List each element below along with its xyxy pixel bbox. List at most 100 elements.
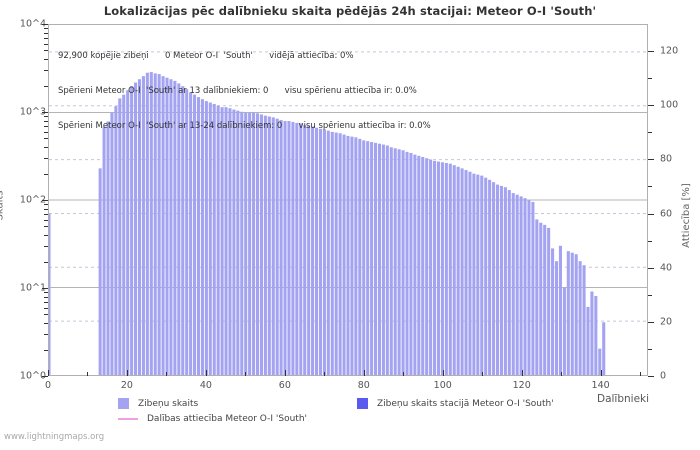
y-axis-minor-tick xyxy=(44,158,48,159)
legend: Zibeņu skaits Zibeņu skaits stacijā Mete… xyxy=(0,396,700,436)
y-axis-minor-tick xyxy=(44,334,48,335)
legend-item-ratio[interactable]: Dalības attiecība Meteor O-I 'South' xyxy=(118,414,307,424)
y-axis-minor-tick xyxy=(44,246,48,247)
y-axis-tick-mark xyxy=(42,112,48,113)
bar xyxy=(346,135,350,375)
y-axis-minor-tick xyxy=(44,204,48,206)
bar xyxy=(193,94,197,375)
bar xyxy=(472,173,476,375)
info-text-block: 92,900 kopējie zibeņi 0 Meteor O-I 'Sout… xyxy=(58,28,431,156)
legend-line-ratio xyxy=(118,418,138,420)
bar xyxy=(196,97,201,375)
bar xyxy=(495,184,500,375)
bar xyxy=(492,182,496,375)
y2-axis-tick-mark xyxy=(648,376,654,377)
bar xyxy=(114,106,118,375)
bar xyxy=(566,251,570,375)
x-axis-minor-tick xyxy=(561,372,563,376)
bar xyxy=(507,190,511,375)
bar xyxy=(102,126,106,375)
legend-swatch-lightning-count xyxy=(118,398,129,409)
bar xyxy=(252,112,256,375)
bar xyxy=(130,86,134,375)
y-axis-tick-label: 10^0 xyxy=(19,370,46,382)
info-line-13: Spērieni Meteor O-I 'South' ar 13 dalībn… xyxy=(58,85,417,96)
bar xyxy=(362,140,366,375)
y2-axis-tick-label: 100 xyxy=(660,99,679,111)
bar xyxy=(212,104,216,375)
bar xyxy=(177,83,181,375)
bar xyxy=(527,200,531,375)
y2-axis-tick-label: 40 xyxy=(660,262,673,274)
y2-axis-minor-tick xyxy=(648,78,652,80)
bar xyxy=(118,98,122,375)
bar xyxy=(110,112,114,375)
y2-axis-tick-mark xyxy=(648,267,654,269)
x-axis-minor-tick xyxy=(403,372,405,376)
bar xyxy=(586,306,590,375)
bar xyxy=(448,163,452,375)
bar xyxy=(484,177,488,375)
legend-swatch-station-count xyxy=(357,398,368,409)
bar xyxy=(220,107,224,375)
x-axis-minor-tick xyxy=(166,372,168,376)
y2-axis-minor-tick xyxy=(648,294,652,296)
y-axis-minor-tick xyxy=(44,307,48,309)
bar xyxy=(578,261,582,375)
y-axis-tick-mark xyxy=(42,24,48,25)
bar xyxy=(134,82,138,375)
bar xyxy=(602,322,606,375)
y2-axis-minor-tick xyxy=(648,348,652,350)
bar xyxy=(464,170,468,375)
bar xyxy=(216,105,220,375)
bar xyxy=(291,121,295,375)
x-axis-tick-mark xyxy=(48,370,49,376)
y-axis-minor-tick xyxy=(44,314,48,316)
bar xyxy=(224,107,228,375)
bar xyxy=(236,110,240,375)
legend-item-station-count[interactable]: Zibeņu skaits stacijā Meteor O-I 'South' xyxy=(357,398,554,409)
bar xyxy=(590,291,594,375)
y-axis-minor-tick xyxy=(44,235,48,237)
x-axis-tick-mark xyxy=(126,370,128,376)
bar xyxy=(240,111,244,375)
bar xyxy=(374,142,378,375)
bar xyxy=(354,137,358,375)
y-axis-minor-tick xyxy=(44,292,48,294)
legend-item-lightning-count[interactable]: Zibeņu skaits xyxy=(118,398,198,409)
bar xyxy=(263,115,267,375)
bar xyxy=(515,194,519,375)
bar xyxy=(370,142,374,375)
bar xyxy=(594,295,598,375)
y-axis-tick-label: 10^4 xyxy=(19,18,46,30)
y-axis-minor-tick xyxy=(44,147,48,149)
bar xyxy=(122,94,126,375)
bar xyxy=(543,224,547,375)
bar xyxy=(377,143,382,375)
bar xyxy=(314,127,319,375)
bar xyxy=(200,99,204,375)
bar xyxy=(551,248,555,375)
x-axis-minor-tick xyxy=(245,372,247,376)
bar xyxy=(436,161,441,375)
bar xyxy=(338,133,342,375)
y2-axis-tick-label: 0 xyxy=(660,370,667,382)
y2-axis-tick-mark xyxy=(648,105,654,107)
bar xyxy=(275,118,279,375)
bar xyxy=(456,166,460,375)
x-axis-tick-mark xyxy=(363,370,365,376)
y-axis-minor-tick xyxy=(44,226,48,228)
bar xyxy=(255,113,260,375)
bar xyxy=(425,158,429,375)
bar xyxy=(141,76,145,375)
x-axis-tick-mark xyxy=(442,370,444,376)
y2-axis-minor-tick xyxy=(648,132,652,134)
y2-axis-minor-tick xyxy=(648,186,652,188)
bar xyxy=(98,168,102,375)
bar xyxy=(554,261,559,375)
bar xyxy=(488,179,492,375)
y-axis-minor-tick xyxy=(44,323,48,325)
y-axis-tick-label: 10^3 xyxy=(19,106,46,118)
info-line-13-24: Spērieni Meteor O-I 'South' ar 13-24 dal… xyxy=(58,120,431,131)
bar xyxy=(401,150,405,375)
